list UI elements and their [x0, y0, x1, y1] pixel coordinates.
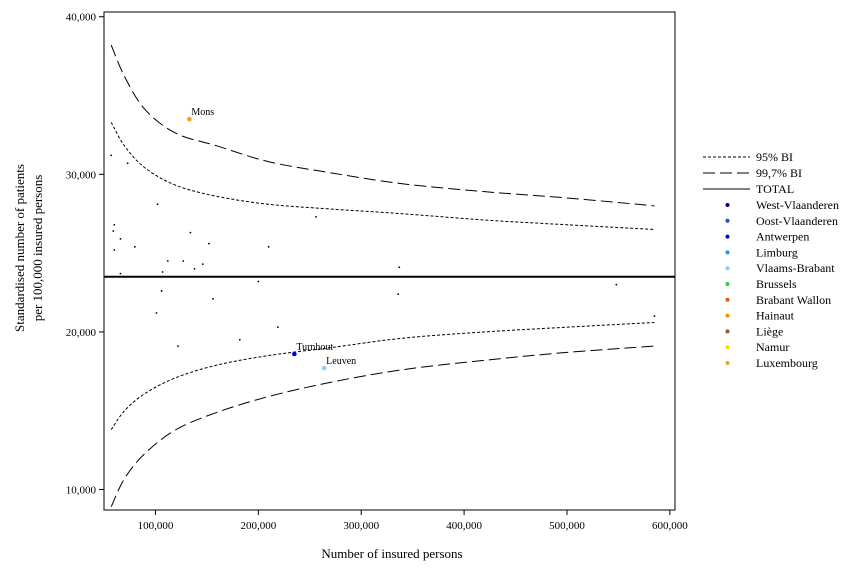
data-point	[398, 266, 401, 269]
data-point	[126, 162, 129, 165]
data-point	[182, 260, 185, 262]
x-tick-label: 300,000	[343, 520, 379, 532]
data-point	[201, 263, 204, 266]
x-axis-title: Number of insured persons	[321, 546, 462, 561]
data-point	[119, 238, 122, 240]
legend-entry: West-Vlaanderen	[756, 198, 839, 212]
legend-entry: Limburg	[756, 245, 798, 259]
ci95-upper-line	[110, 122, 655, 230]
data-point	[112, 230, 115, 232]
point-label: Turnhout	[296, 342, 333, 353]
y-axis-title-line-1: Standardised number of patients	[12, 164, 27, 332]
y-tick-label: 20,000	[66, 327, 97, 339]
data-point	[653, 315, 656, 318]
legend-marker	[725, 203, 730, 207]
legend-entry: 99,7% BI	[756, 166, 802, 180]
ci95-lower-line	[110, 321, 655, 430]
data-point	[208, 242, 210, 245]
x-tick-label: 500,000	[549, 520, 585, 532]
data-point	[267, 245, 270, 248]
x-tick-label: 200,000	[240, 520, 276, 532]
legend-entry: TOTAL	[756, 182, 794, 196]
data-point	[160, 290, 163, 292]
legend-marker	[725, 266, 730, 271]
legend-entry: Luxembourg	[756, 356, 818, 370]
y-tick-label: 10,000	[66, 485, 97, 497]
legend-marker	[725, 282, 730, 286]
legend-marker	[725, 345, 730, 350]
legend-marker	[725, 297, 730, 302]
data-point	[189, 231, 192, 234]
data-point	[615, 283, 618, 286]
data-point	[315, 215, 317, 218]
data-point	[292, 351, 297, 357]
x-tick-label: 400,000	[446, 520, 482, 532]
data-point	[397, 293, 400, 295]
data-point	[113, 249, 116, 251]
y-tick-label: 40,000	[66, 12, 97, 24]
legend-marker	[725, 361, 730, 365]
legend-entry: Oost-Vlaanderen	[756, 214, 838, 228]
y-axis-title-line-2: per 100,000 insured persons	[30, 175, 45, 322]
legend-entry: Brussels	[756, 277, 797, 291]
legend-entry: Namur	[756, 340, 789, 354]
data-point	[133, 245, 136, 248]
legend-entry: 95% BI	[756, 150, 793, 164]
ci997-upper-line	[110, 44, 655, 207]
data-point	[119, 272, 122, 275]
data-point	[156, 203, 159, 206]
data-point	[110, 154, 113, 157]
legend-marker	[725, 250, 730, 255]
legend-entry: Brabant Wallon	[756, 293, 831, 307]
plot-frame	[103, 11, 676, 511]
x-tick-label: 600,000	[652, 520, 688, 532]
data-point	[212, 297, 214, 300]
legend-entry: Antwerpen	[756, 230, 809, 244]
point-label: Mons	[191, 107, 214, 118]
data-point	[161, 271, 164, 273]
data-point	[238, 338, 241, 341]
legend-marker	[725, 313, 730, 318]
data-point	[177, 345, 179, 348]
data-point	[155, 312, 158, 314]
x-tick-label: 100,000	[138, 520, 174, 532]
y-tick-label: 30,000	[66, 169, 97, 181]
data-point	[276, 326, 279, 329]
legend-entry: Hainaut	[756, 309, 795, 323]
data-point	[321, 365, 327, 371]
data-point	[113, 223, 116, 226]
legend-entry: Liège	[756, 324, 783, 338]
legend-entry: Vlaams-Brabant	[756, 261, 835, 275]
data-point	[193, 267, 196, 270]
legend-marker	[725, 234, 730, 239]
data-point	[166, 260, 169, 262]
legend-marker	[725, 329, 730, 334]
point-label: Leuven	[326, 356, 356, 367]
data-point	[187, 116, 192, 122]
data-point	[257, 280, 260, 283]
legend-marker	[725, 218, 730, 223]
ci997-lower-line	[110, 345, 655, 508]
